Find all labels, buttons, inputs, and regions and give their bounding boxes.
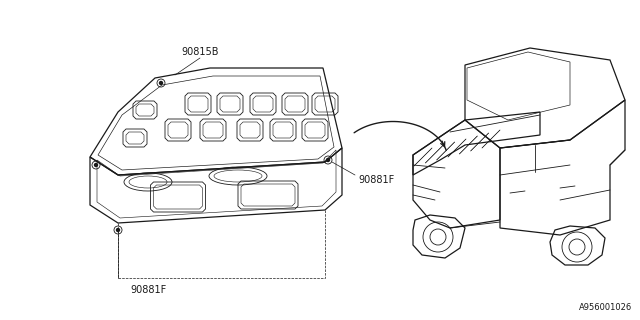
Circle shape (326, 158, 330, 162)
Text: 90815B: 90815B (181, 47, 219, 57)
Circle shape (159, 82, 163, 84)
Text: 90881F: 90881F (358, 175, 394, 185)
Text: 90881F: 90881F (130, 285, 166, 295)
Circle shape (95, 164, 97, 166)
Circle shape (116, 228, 120, 231)
Text: A956001026: A956001026 (579, 303, 632, 312)
